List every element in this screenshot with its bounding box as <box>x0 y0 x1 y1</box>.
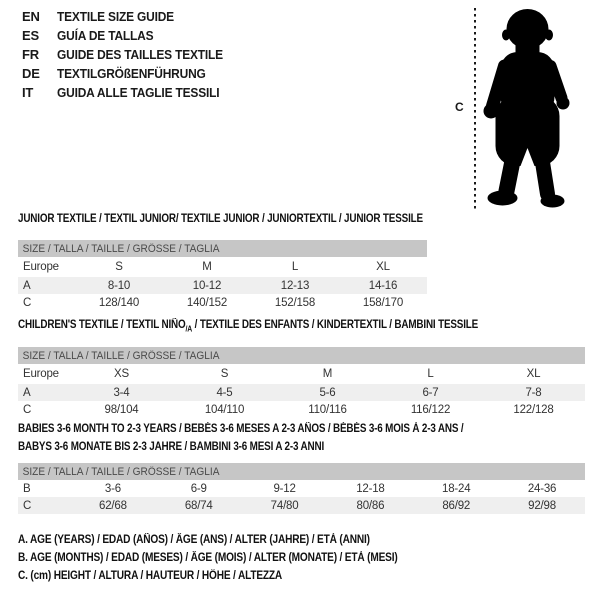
table-row: C 98/104 104/110 110/116 116/122 122/128 <box>18 401 585 418</box>
cell: 98/104 <box>104 403 139 416</box>
cell: 3-6 <box>104 482 121 495</box>
cell: 62/68 <box>99 499 127 512</box>
row-label: C <box>23 296 32 309</box>
cell: 18-24 <box>442 482 471 495</box>
cell: 9-12 <box>273 482 296 495</box>
cell: 6-7 <box>422 386 439 399</box>
junior-size-table: SIZE / TALLA / TAILLE / GRÖSSE / TAGLIA … <box>18 240 427 311</box>
cell: S <box>220 368 229 380</box>
height-measure-dotted-line <box>474 8 476 209</box>
cell: XS <box>114 368 129 380</box>
cell: XL <box>376 261 390 273</box>
row-label: C <box>23 403 32 416</box>
cell: 158/170 <box>362 296 404 309</box>
lang-label: TEXTILE SIZE GUIDE <box>57 9 174 24</box>
lang-label: GUIDA ALLE TAGLIE TESSILI <box>57 85 220 100</box>
lang-code: DE <box>22 66 40 81</box>
cell: 140/152 <box>186 296 228 309</box>
cell: 8-10 <box>107 279 131 292</box>
footnote-c: C. (cm) HEIGHT / ALTURA / HAUTEUR / HÖHE… <box>18 570 283 582</box>
height-measure-label: C <box>455 100 464 114</box>
cell: 92/98 <box>528 499 556 512</box>
cell: L <box>427 368 434 380</box>
row-label: A <box>23 386 31 399</box>
lang-label: TEXTILGRÖßENFÜHRUNG <box>57 66 206 81</box>
size-header-band: SIZE / TALLA / TAILLE / GRÖSSE / TAGLIA <box>18 347 585 364</box>
size-header-text: SIZE / TALLA / TAILLE / GRÖSSE / TAGLIA <box>22 465 220 478</box>
lang-label: GUÍA DE TALLAS <box>57 28 154 43</box>
cell: 24-36 <box>527 482 557 495</box>
babies-size-table: SIZE / TALLA / TAILLE / GRÖSSE / TAGLIA … <box>18 463 585 514</box>
footnote-a: A. AGE (YEARS) / EDAD (AÑOS) / ÂGE (ANS)… <box>18 534 370 546</box>
cell: 10-12 <box>192 279 222 292</box>
cell: S <box>115 261 123 273</box>
lang-row-en: EN TEXTILE SIZE GUIDE <box>22 7 237 26</box>
cell: 6-9 <box>190 482 207 495</box>
children-size-table: SIZE / TALLA / TAILLE / GRÖSSE / TAGLIA … <box>18 347 585 418</box>
cell: 7-8 <box>525 386 542 399</box>
lang-row-de: DE TEXTILGRÖßENFÜHRUNG <box>22 64 237 83</box>
children-table-title: CHILDREN'S TEXTILE / TEXTIL NIÑO/A / TEX… <box>18 319 478 333</box>
lang-row-es: ES GUÍA DE TALLAS <box>22 26 237 45</box>
lang-code: EN <box>22 9 40 24</box>
children-title-sub: /A <box>185 324 193 334</box>
cell: 12-13 <box>280 279 310 292</box>
lang-row-fr: FR GUIDE DES TAILLES TEXTILE <box>22 45 237 64</box>
lang-label: GUIDE DES TAILLES TEXTILE <box>57 47 223 62</box>
cell: 116/122 <box>410 403 451 416</box>
lang-code: IT <box>22 85 34 100</box>
cell: 12-18 <box>356 482 385 495</box>
lang-code: FR <box>22 47 39 62</box>
row-label: A <box>23 279 31 292</box>
row-label: C <box>23 499 32 512</box>
row-label: Europe <box>23 261 59 273</box>
children-title-part: CHILDREN'S TEXTILE / TEXTIL NIÑO <box>18 319 186 331</box>
cell: 74/80 <box>270 499 299 512</box>
lang-row-it: IT GUIDA ALLE TAGLIE TESSILI <box>22 83 237 102</box>
cell: 152/158 <box>274 296 316 309</box>
cell: 110/116 <box>308 403 347 416</box>
language-title-block: EN TEXTILE SIZE GUIDE ES GUÍA DE TALLAS … <box>22 7 237 102</box>
lang-code: ES <box>22 28 39 43</box>
table-row: A 8-10 10-12 12-13 14-16 <box>18 277 427 294</box>
toddler-silhouette <box>483 9 570 208</box>
row-label: Europe <box>23 368 59 380</box>
cell: 104/110 <box>204 403 245 416</box>
babies-table-title-line2: BABYS 3-6 MONATE BIS 2-3 JAHRE / BAMBINI… <box>18 441 325 453</box>
cell: 3-4 <box>113 386 130 399</box>
footnotes: A. AGE (YEARS) / EDAD (AÑOS) / ÂGE (ANS)… <box>18 534 449 588</box>
cell: 4-5 <box>216 386 233 399</box>
row-label: B <box>23 482 31 495</box>
size-header-text: SIZE / TALLA / TAILLE / GRÖSSE / TAGLIA <box>22 242 220 255</box>
table-row: C 62/68 68/74 74/80 80/86 86/92 92/98 <box>18 497 585 514</box>
table-row: Europe XS S M L XL <box>18 364 585 384</box>
cell: M <box>202 261 212 273</box>
cell: 68/74 <box>184 499 213 512</box>
size-header-text: SIZE / TALLA / TAILLE / GRÖSSE / TAGLIA <box>22 349 220 362</box>
cell: L <box>291 261 299 273</box>
babies-table-title-line1: BABIES 3-6 MONTH TO 2-3 YEARS / BEBÉS 3-… <box>18 423 464 435</box>
children-title-part: / TEXTILE DES ENFANTS / KINDERTEXTIL / B… <box>192 319 479 331</box>
size-header-band: SIZE / TALLA / TAILLE / GRÖSSE / TAGLIA <box>18 463 585 480</box>
table-row: C 128/140 140/152 152/158 158/170 <box>18 294 427 311</box>
cell: XL <box>526 368 541 380</box>
cell: 80/86 <box>356 499 385 512</box>
cell: 128/140 <box>98 296 140 309</box>
size-header-band: SIZE / TALLA / TAILLE / GRÖSSE / TAGLIA <box>18 240 427 257</box>
junior-table-title: JUNIOR TEXTILE / TEXTIL JUNIOR/ TEXTILE … <box>18 213 423 225</box>
cell: 14-16 <box>368 279 398 292</box>
footnote-b: B. AGE (MONTHS) / EDAD (MESES) / ÂGE (MO… <box>18 552 398 564</box>
cell: 5-6 <box>319 386 336 399</box>
cell: 122/128 <box>513 403 554 416</box>
cell: M <box>322 368 333 380</box>
table-row: A 3-4 4-5 5-6 6-7 7-8 <box>18 384 585 401</box>
table-row: B 3-6 6-9 9-12 12-18 18-24 24-36 <box>18 480 585 497</box>
cell: 86/92 <box>442 499 471 512</box>
table-row: Europe S M L XL <box>18 257 427 277</box>
